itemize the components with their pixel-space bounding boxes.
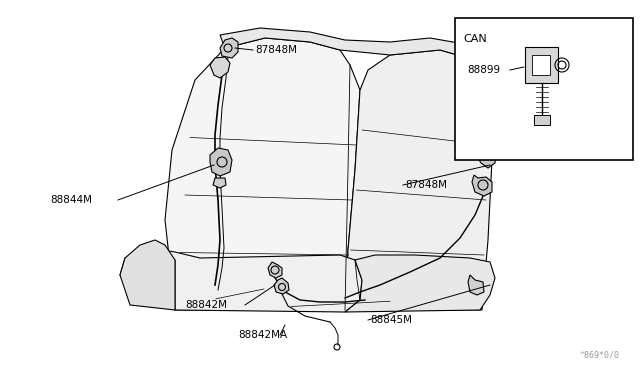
Polygon shape	[525, 47, 558, 83]
Polygon shape	[210, 57, 230, 78]
Text: 88845M: 88845M	[370, 315, 412, 325]
Polygon shape	[345, 255, 495, 312]
Bar	[455, 18, 633, 160]
Text: 87848M: 87848M	[405, 180, 447, 190]
Polygon shape	[468, 275, 484, 295]
Text: 88899: 88899	[467, 65, 500, 75]
Text: 88844M: 88844M	[50, 195, 92, 205]
Polygon shape	[120, 248, 362, 312]
Polygon shape	[532, 55, 550, 75]
Polygon shape	[165, 38, 360, 310]
Polygon shape	[534, 115, 550, 125]
Polygon shape	[220, 28, 475, 60]
Polygon shape	[268, 262, 282, 278]
Polygon shape	[472, 175, 492, 196]
Text: 87848M: 87848M	[255, 45, 297, 55]
Text: ^869*0/0: ^869*0/0	[580, 351, 620, 360]
Polygon shape	[482, 127, 500, 148]
Polygon shape	[345, 50, 492, 310]
Text: 88842M: 88842M	[185, 300, 227, 310]
Polygon shape	[220, 38, 238, 58]
Text: 88842MA: 88842MA	[238, 330, 287, 340]
Polygon shape	[213, 178, 226, 188]
Polygon shape	[476, 147, 496, 168]
Polygon shape	[120, 240, 175, 310]
Text: CAN: CAN	[463, 34, 487, 44]
Polygon shape	[274, 278, 289, 294]
Polygon shape	[210, 148, 232, 176]
